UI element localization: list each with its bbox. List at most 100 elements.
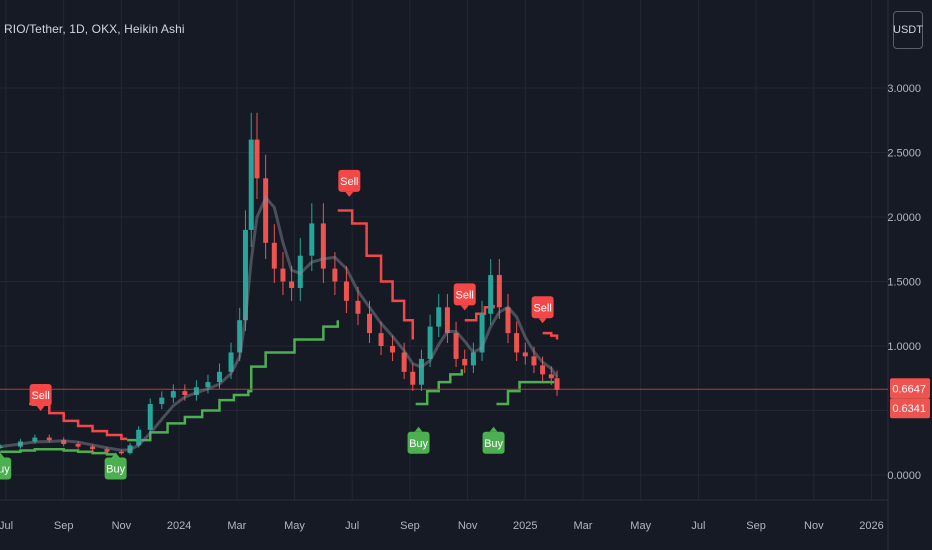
candle-body	[205, 382, 211, 388]
candle-body	[228, 352, 234, 372]
support-line	[0, 447, 116, 456]
candle-body	[470, 352, 476, 366]
candle-body	[248, 139, 254, 230]
candle-body	[343, 281, 349, 301]
sell-signal: Sell	[29, 384, 52, 412]
signal-box	[0, 457, 12, 480]
candle-body	[479, 313, 485, 353]
candle-body	[378, 333, 384, 346]
candle-body	[548, 374, 554, 379]
signal-label: Sell	[456, 289, 474, 301]
candle-body	[514, 333, 520, 353]
buy-signal: Buy	[104, 452, 127, 480]
candle-body	[136, 429, 142, 446]
sell-signal: Sell	[338, 169, 361, 197]
x-tick-label: Jul	[0, 520, 13, 532]
x-tick-label: Sep	[746, 520, 766, 532]
y-tick-label: 1.0000	[887, 341, 921, 353]
x-tick-label: 2024	[167, 520, 191, 532]
candle-body	[75, 444, 81, 447]
candle-body	[182, 391, 188, 396]
buy-signal: Buy	[482, 426, 505, 454]
y-tick-label: 2.0000	[887, 212, 921, 224]
x-tick-label: Nov	[458, 520, 478, 532]
support-line	[496, 380, 555, 406]
x-tick-label: Mar	[574, 520, 593, 532]
candle-body	[170, 391, 176, 398]
candle-body	[401, 352, 407, 372]
x-tick-label: Mar	[227, 520, 246, 532]
signal-label: Buy	[409, 438, 428, 450]
support-line	[415, 369, 464, 406]
x-tick-label: Sep	[54, 520, 74, 532]
signal-box	[338, 169, 361, 192]
signal-label: Sell	[533, 302, 551, 314]
signal-box	[104, 457, 127, 480]
candle-body	[90, 446, 96, 450]
signal-label: Sell	[340, 176, 358, 188]
x-tick-label: May	[630, 520, 651, 532]
y-tick-label: 0.0000	[887, 470, 921, 482]
candle-body	[297, 255, 303, 288]
candle-body	[271, 242, 277, 269]
candle-body	[263, 178, 269, 243]
signal-label: Buy	[484, 438, 503, 450]
signal-arrow	[538, 318, 547, 324]
candle-body	[320, 223, 326, 269]
candle-body	[127, 445, 133, 454]
candle-body	[540, 365, 546, 375]
price-tag-box	[890, 378, 930, 399]
candle-body	[61, 440, 67, 445]
resistance-line	[29, 402, 128, 441]
candle-body	[488, 275, 494, 314]
x-tick-label: Jul	[691, 520, 705, 532]
candle-body	[444, 307, 450, 334]
signal-box	[29, 384, 52, 407]
candle-body	[355, 300, 361, 314]
signal-box	[453, 283, 476, 306]
sell-signal: Sell	[453, 283, 476, 311]
signal-label: Buy	[106, 464, 125, 476]
candle-body	[193, 387, 199, 396]
signal-label: Buy	[0, 464, 10, 476]
x-tick-label: May	[284, 520, 305, 532]
candle-body	[427, 326, 433, 359]
resistance-line	[464, 304, 495, 322]
candle-body	[332, 268, 338, 282]
y-tick-label: 1.5000	[887, 277, 921, 289]
signal-arrow	[345, 191, 354, 197]
price-tag-box	[890, 398, 930, 419]
signal-arrow	[36, 406, 45, 412]
candle-body	[418, 358, 424, 385]
candle-body	[390, 346, 396, 353]
price-tag: 0.6647	[890, 378, 930, 399]
candle-body	[522, 352, 528, 357]
signal-box	[531, 296, 554, 319]
price-tag-label: 0.6647	[892, 383, 926, 395]
signal-arrow	[111, 452, 120, 458]
candle-body	[237, 320, 243, 353]
x-tick-label: Sep	[400, 520, 420, 532]
signal-box	[482, 431, 505, 454]
x-tick-label: Nov	[112, 520, 132, 532]
candle-body	[118, 451, 124, 454]
candle-body	[531, 356, 537, 366]
candle-body	[505, 307, 511, 334]
candle-body	[0, 446, 3, 449]
signal-arrow	[414, 426, 423, 432]
sell-signal: Sell	[531, 296, 554, 324]
candle-body	[104, 449, 110, 452]
candle-body	[453, 333, 459, 359]
buy-signal: Buy	[0, 452, 12, 480]
chart-title: RIO/Tether, 1D, OKX, Heikin Ashi	[4, 22, 185, 36]
x-tick-label: Nov	[804, 520, 824, 532]
currency-button[interactable]: USDT	[893, 11, 923, 49]
candle-body	[289, 281, 295, 288]
candle-body	[436, 307, 442, 327]
x-tick-label: 2026	[859, 520, 883, 532]
signal-label: Sell	[31, 390, 49, 402]
candle-body	[462, 358, 468, 366]
candle-body	[32, 437, 38, 442]
signal-arrow	[460, 305, 469, 311]
